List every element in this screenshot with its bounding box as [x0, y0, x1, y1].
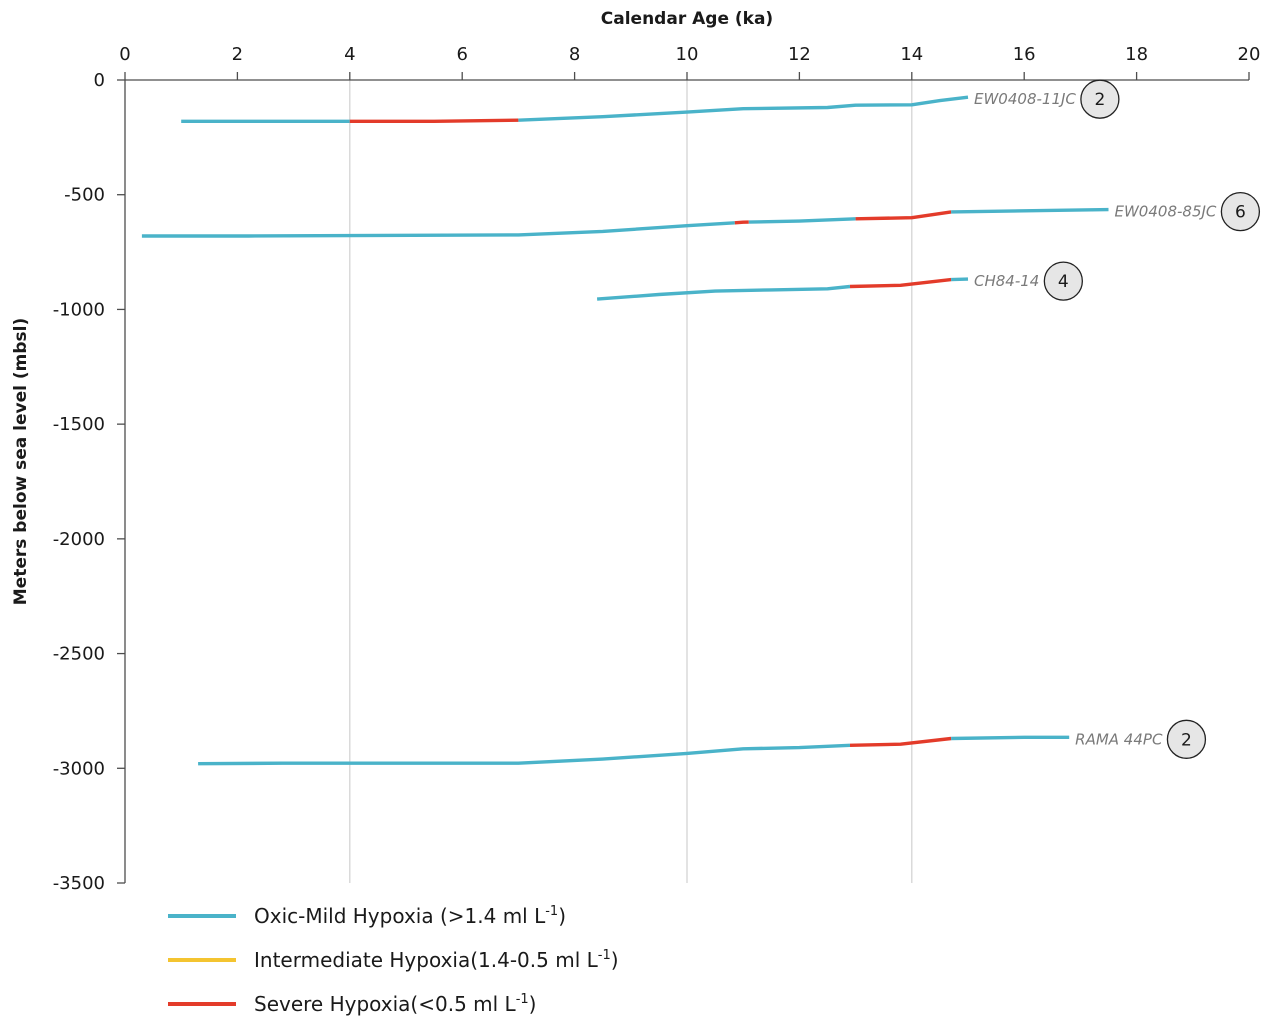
series-ew0408-85jc: [141, 207, 1109, 238]
x-tick-label: 20: [1238, 44, 1261, 65]
segment-severe: [734, 220, 749, 225]
segment-oxic: [596, 284, 851, 301]
segment-oxic: [141, 221, 735, 238]
series-ew0408-11jc: [181, 95, 969, 123]
x-tick-label: 18: [1125, 44, 1148, 65]
y-tick-label: -3500: [53, 873, 105, 894]
legend: Oxic-Mild Hypoxia (>1.4 ml L-1) Intermedi…: [168, 904, 619, 1016]
core-label-ch84-14: CH84-14: [974, 272, 1039, 290]
x-tick-label: 12: [788, 44, 811, 65]
y-tick-label: -1500: [53, 414, 105, 435]
segment-oxic: [951, 277, 969, 282]
x-tick-label: 4: [344, 44, 355, 65]
segment-oxic: [951, 207, 1109, 214]
core-label-ew0408-85jc: EW0408-85JC: [1115, 203, 1217, 221]
series-rama-44pc: [198, 735, 1070, 766]
y-tick-label: -500: [64, 185, 105, 206]
segment-oxic: [748, 217, 856, 224]
x-tick-label: 16: [1013, 44, 1036, 65]
y-tick-label: 0: [94, 70, 105, 91]
core-badge-count: 2: [1094, 90, 1105, 110]
core-label-ew0408-11jc: EW0408-11JC: [974, 90, 1076, 108]
legend-label-intermediate: Intermediate Hypoxia(1.4-0.5 ml L-1): [254, 948, 619, 972]
legend-label-severe: Severe Hypoxia(<0.5 ml L-1): [254, 992, 536, 1016]
segment-oxic: [951, 735, 1070, 741]
legend-label-oxic: Oxic-Mild Hypoxia (>1.4 ml L-1): [254, 904, 566, 928]
segment-oxic: [198, 743, 851, 766]
core-label-rama-44pc: RAMA 44PC: [1075, 730, 1163, 748]
y-axis-title: Meters below sea level (mbsl): [11, 318, 31, 605]
segment-severe: [855, 210, 952, 221]
segment-severe: [349, 118, 519, 123]
core-badge-count: 2: [1181, 730, 1192, 750]
x-tick-label: 14: [900, 44, 923, 65]
core-badge-count: 4: [1058, 272, 1069, 292]
segment-oxic: [518, 95, 969, 122]
segment-severe: [849, 736, 952, 747]
core-labels: EW0408-11JC 2 EW0408-85JC 6 CH84-14 4 RAMA 44P…: [974, 79, 1261, 759]
x-tick-label: 10: [676, 44, 699, 65]
x-tick-label: 6: [456, 44, 467, 65]
segment-severe: [849, 277, 952, 289]
series-lines: [141, 95, 1109, 766]
core-badge: [1166, 719, 1207, 759]
x-tick-label: 2: [232, 44, 243, 65]
y-tick-label: -2000: [53, 529, 105, 550]
x-tick-label: 8: [569, 44, 580, 65]
core-badge: [1220, 191, 1261, 232]
axes: 0 2 4 6 8 10 12 14 16 18 20 0 -500 -1000 -1500 -2000 -25…: [53, 44, 1261, 894]
vertical-gridlines: [349, 80, 913, 883]
core-badge-count: 6: [1235, 203, 1246, 223]
x-axis-title: Calendar Age (ka): [601, 9, 773, 29]
core-badge: [1043, 261, 1083, 301]
series-ch84-14: [596, 277, 969, 301]
x-tick-label: 0: [119, 44, 130, 65]
y-tick-label: -3000: [53, 758, 105, 779]
core-badge: [1080, 79, 1120, 119]
y-tick-label: -1000: [53, 299, 105, 320]
y-tick-label: -2500: [53, 644, 105, 665]
